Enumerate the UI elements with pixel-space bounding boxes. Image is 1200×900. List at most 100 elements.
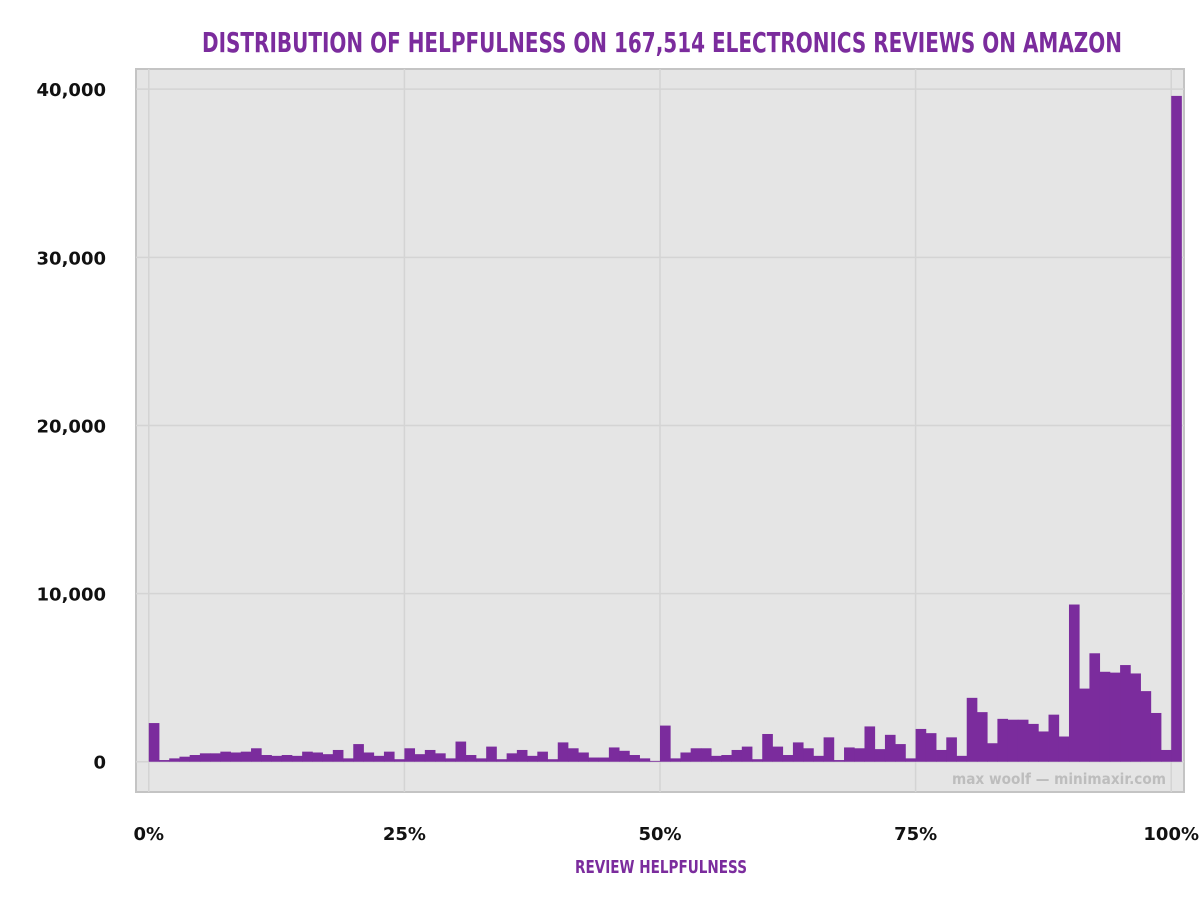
histogram-bar: [291, 755, 303, 762]
y-tick-label: 10,000: [37, 585, 106, 606]
histogram-bar: [925, 733, 937, 762]
histogram-bar: [619, 750, 630, 762]
histogram-bar: [711, 755, 722, 762]
histogram-bar: [527, 755, 538, 762]
histogram-bar: [486, 746, 497, 762]
x-tick-label: 0%: [133, 824, 164, 845]
histogram-bar: [680, 752, 692, 762]
histogram-bar: [1160, 749, 1172, 762]
histogram-bar: [1089, 653, 1101, 762]
histogram-bar: [1171, 95, 1182, 762]
histogram-bar: [1017, 719, 1029, 762]
histogram-bar: [895, 744, 906, 762]
histogram-bar: [1109, 672, 1121, 762]
histogram-bar: [220, 751, 231, 762]
histogram-bar: [598, 757, 610, 762]
histogram-bar: [660, 725, 671, 762]
histogram-bar: [1079, 688, 1090, 762]
histogram-bar: [915, 728, 927, 762]
chart-title: DISTRIBUTION OF HELPFULNESS ON 167,514 E…: [202, 27, 1122, 59]
histogram-bar: [148, 723, 160, 762]
histogram-bar: [854, 748, 865, 762]
histogram-bar: [475, 758, 487, 762]
histogram-bar: [169, 758, 180, 762]
histogram-bar: [670, 758, 681, 762]
histogram-bar: [1140, 691, 1152, 762]
histogram-bar: [997, 718, 1009, 762]
histogram-bar: [404, 748, 416, 762]
histogram-bar: [159, 760, 170, 762]
histogram-bar: [251, 748, 262, 762]
histogram-bar: [721, 755, 732, 762]
histogram-bar: [874, 749, 886, 762]
histogram-bar: [782, 755, 794, 762]
histogram-bar: [741, 746, 753, 762]
histogram-bar: [823, 737, 835, 762]
histogram-bar: [322, 754, 334, 762]
histogram-bar: [1048, 714, 1060, 762]
histogram-bar: [1099, 671, 1111, 762]
histogram-bar: [639, 758, 651, 762]
y-tick-label: 0: [93, 753, 106, 774]
histogram-bar: [455, 741, 467, 762]
histogram-bar: [956, 755, 968, 762]
x-tick-label: 100%: [1143, 824, 1199, 845]
histogram-bar: [762, 733, 773, 762]
y-tick-label: 20,000: [37, 416, 106, 437]
histogram-bar: [496, 759, 508, 762]
x-tick-label: 25%: [383, 824, 426, 845]
y-axis-ticks: 0 10,000 20,000 30,000 40,000: [37, 80, 106, 774]
histogram-bar: [864, 726, 876, 762]
histogram-bar: [516, 749, 528, 762]
histogram-bar: [976, 712, 988, 762]
histogram-bar: [578, 752, 589, 762]
histogram-bar: [567, 748, 579, 762]
y-tick-label: 40,000: [37, 80, 106, 101]
histogram-bar: [608, 747, 620, 762]
histogram-bar: [629, 755, 640, 762]
histogram-bar: [230, 752, 242, 762]
histogram-bar: [884, 734, 896, 762]
histogram-bar: [1068, 604, 1080, 762]
histogram-bar: [465, 755, 477, 762]
histogram-bar: [199, 753, 211, 762]
histogram-bar: [700, 748, 712, 762]
histogram-bar: [353, 744, 364, 762]
histogram-bar: [1038, 731, 1049, 762]
histogram-bar: [537, 751, 548, 762]
histogram-bar: [1120, 665, 1131, 762]
x-axis-label: REVIEW HELPFULNESS: [575, 857, 747, 878]
histogram-bar: [844, 747, 855, 762]
histogram-bar: [731, 749, 743, 762]
x-axis-ticks: 0% 25% 50% 75% 100%: [133, 824, 1199, 845]
histogram-bar: [240, 751, 252, 762]
histogram-bar: [271, 755, 283, 762]
histogram-bar: [905, 758, 917, 762]
histogram-bar: [302, 751, 313, 762]
histogram-bar: [445, 758, 456, 762]
histogram-bars: [148, 95, 1182, 762]
histogram-bar: [312, 752, 323, 762]
histogram-bar: [833, 760, 845, 762]
histogram-bar: [803, 748, 814, 762]
histogram-bar: [435, 753, 446, 762]
histogram-bar: [649, 760, 661, 762]
histogram-bar: [557, 742, 569, 762]
histogram-bar: [210, 753, 221, 762]
histogram-bar: [987, 743, 998, 762]
histogram-bar: [936, 749, 947, 762]
histogram-bar: [343, 758, 354, 762]
histogram-bar: [966, 697, 978, 762]
histogram-bar: [1130, 673, 1141, 762]
histogram-bar: [792, 742, 804, 762]
histogram-bar: [189, 755, 201, 762]
histogram-bar: [373, 755, 385, 762]
histogram-bar: [772, 746, 784, 762]
histogram-bar: [414, 754, 426, 762]
histogram-bar: [1150, 712, 1162, 762]
histogram-bar: [752, 759, 763, 762]
x-tick-label: 75%: [894, 824, 937, 845]
histogram-bar: [383, 751, 395, 762]
